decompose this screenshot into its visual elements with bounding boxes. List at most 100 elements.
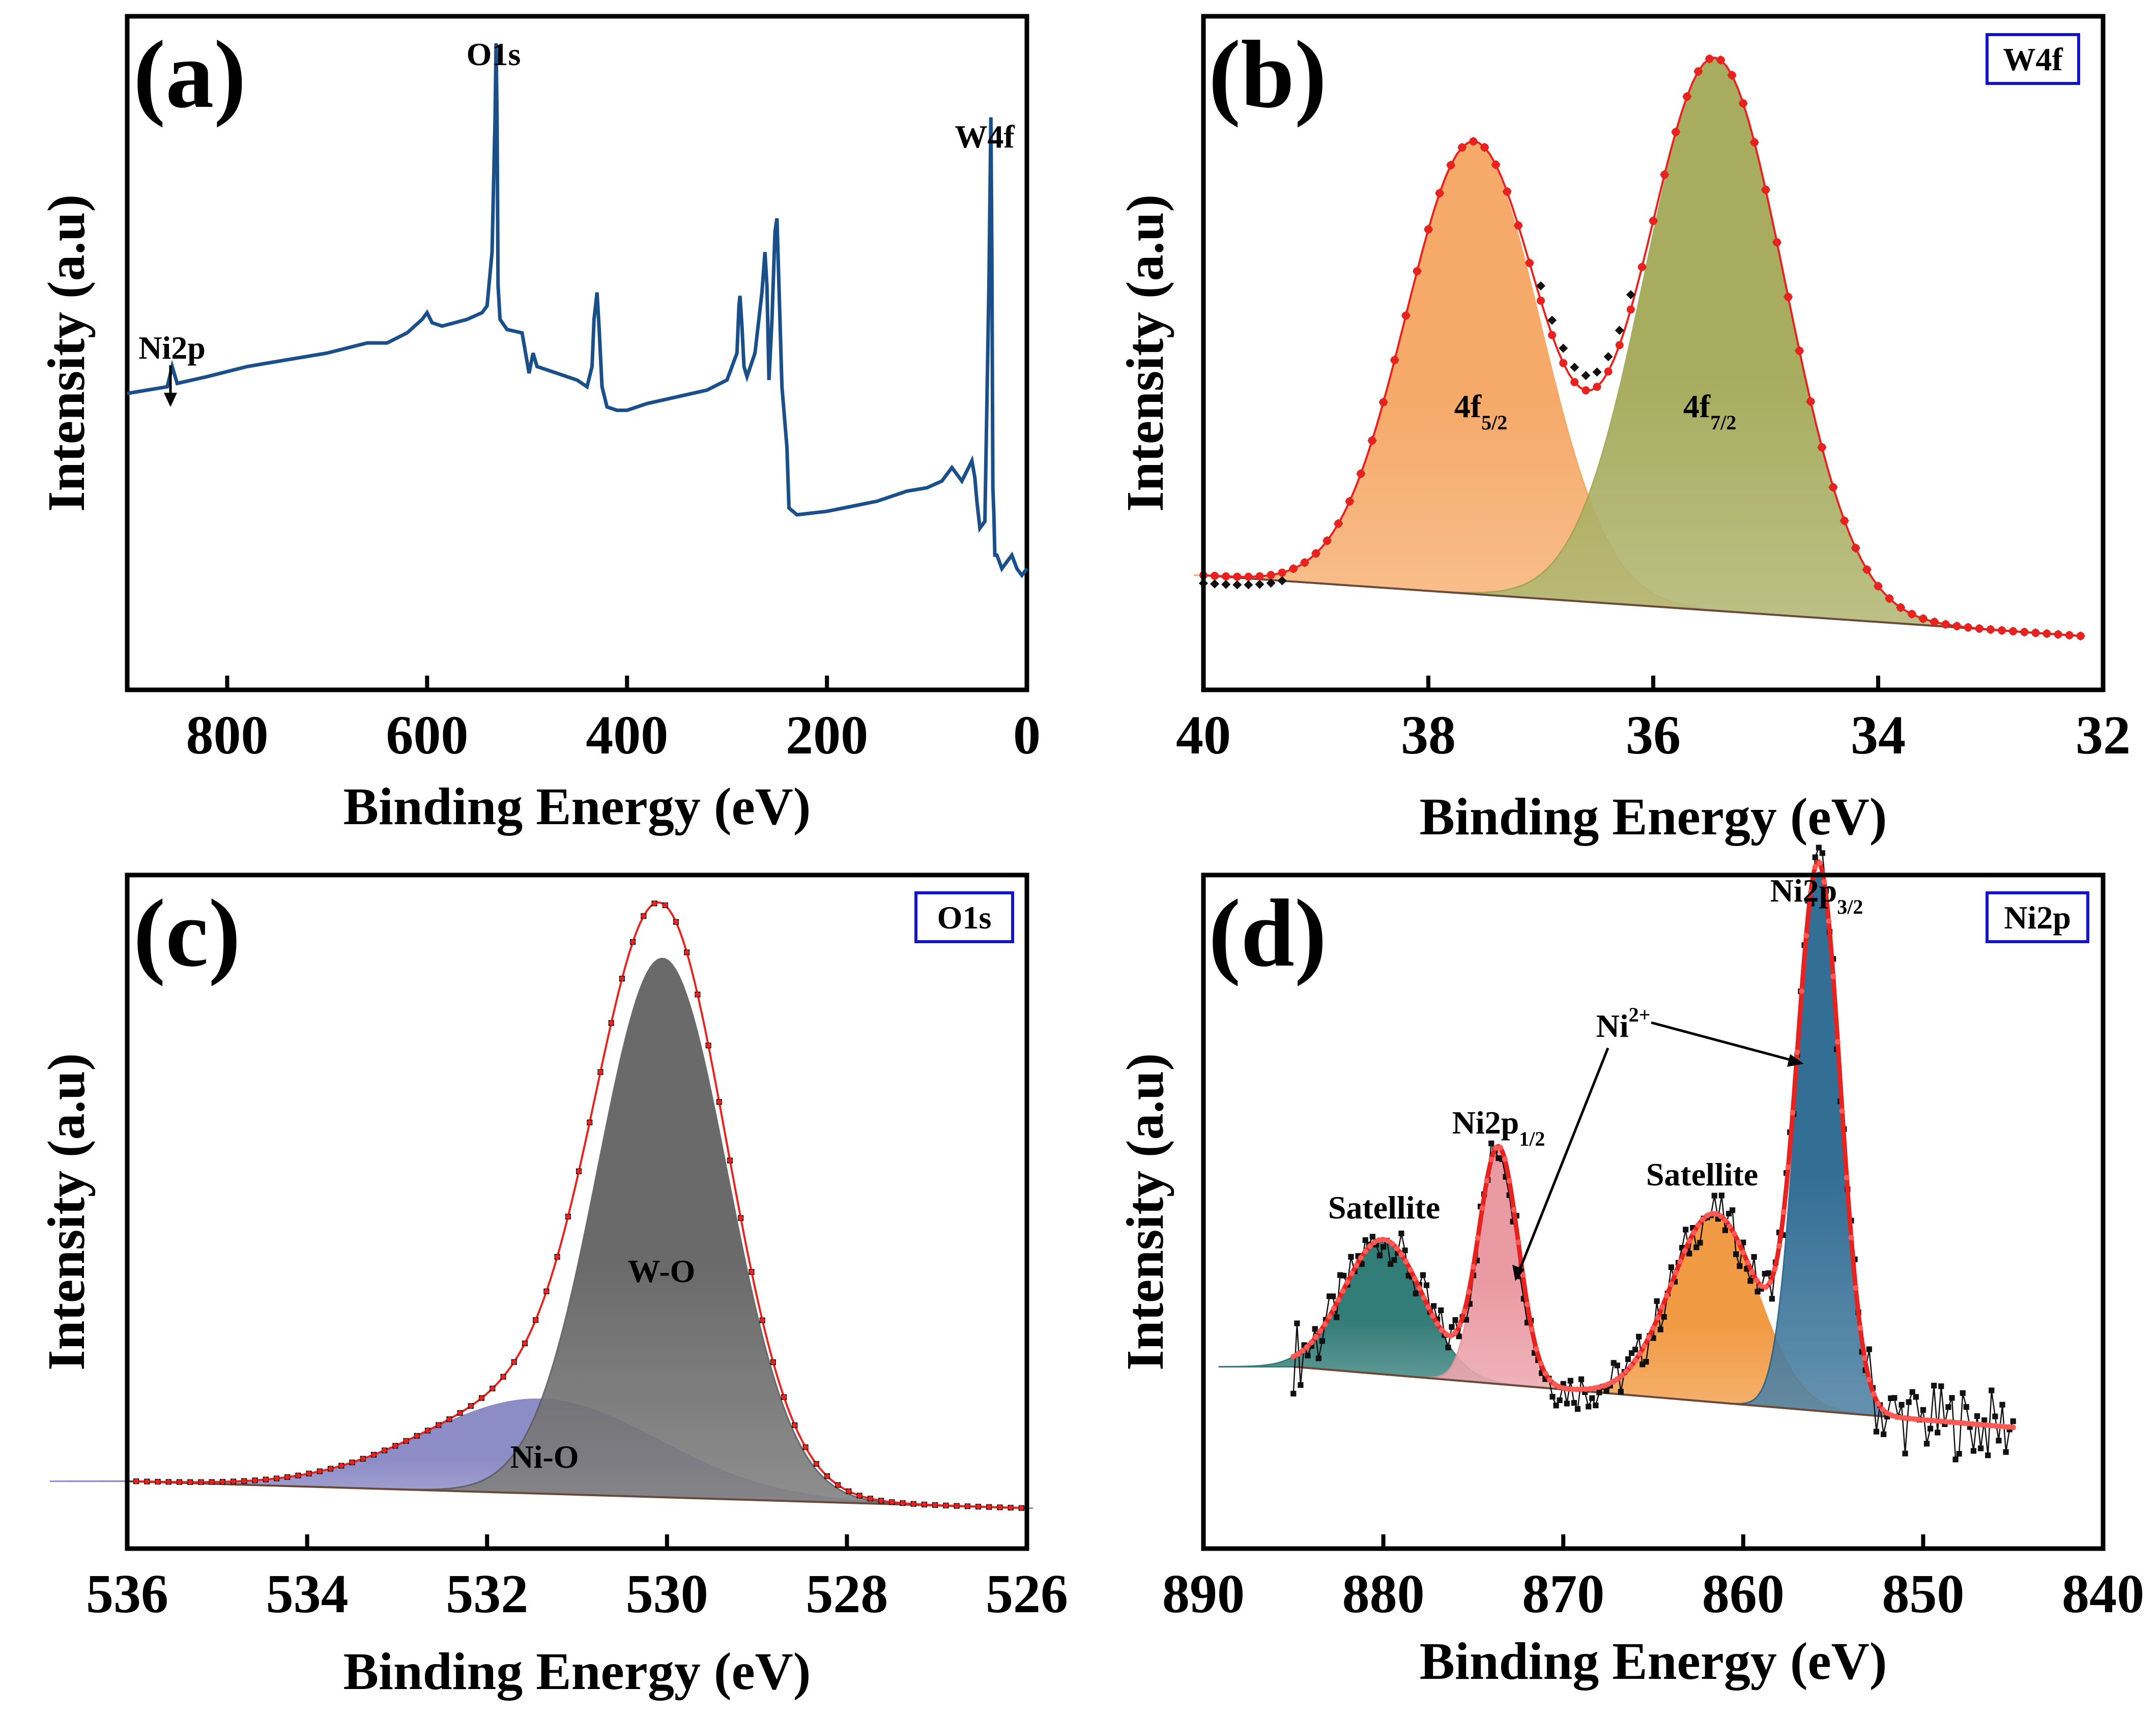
panel-b-exp-point — [1570, 362, 1579, 372]
panel-d-fit-point — [1902, 1415, 1908, 1421]
panel-b-fit-point — [1952, 622, 1961, 630]
panel-d-exp-point — [1376, 1253, 1383, 1259]
panel-b-fit-point — [1368, 436, 1376, 445]
panel-d-exp-point — [1657, 1326, 1663, 1332]
panel-d-fit-point — [1907, 1415, 1913, 1421]
panel-c-fit-point — [360, 1456, 366, 1462]
panel-c-fit-point — [522, 1341, 528, 1346]
panel-d-fit-point — [1313, 1334, 1319, 1340]
panel-b-fit-point — [1829, 483, 1837, 491]
panel-c-fit-point — [371, 1452, 377, 1458]
panel-d-exp-point — [1532, 1350, 1538, 1356]
panel-d-exp-point — [1405, 1272, 1412, 1279]
panel-d-exp-point — [1672, 1278, 1678, 1285]
panel-d-exp-point — [1668, 1264, 1674, 1270]
panel-d-fit-point — [1745, 1260, 1751, 1266]
panel-b-fit-point — [1300, 558, 1309, 567]
panel-d-fit-point — [1929, 1417, 1935, 1423]
panel-c-fit-point — [749, 1269, 754, 1275]
panel-d-fit-point — [1331, 1305, 1337, 1312]
panel-d-exp-point — [1654, 1298, 1660, 1304]
panel-d-exp-point — [1891, 1395, 1898, 1401]
panel-d-fit-point — [1740, 1249, 1746, 1256]
panel-c-tag: O1s — [937, 899, 992, 936]
panel-b-exp-point — [1603, 352, 1613, 362]
panel-d-fit-point — [1317, 1328, 1324, 1334]
panel-a-label: (a) — [133, 21, 246, 128]
panel-d-exp-point — [1589, 1395, 1595, 1401]
panel-d-ann-satellite-1: Satellite — [1328, 1189, 1440, 1226]
panel-d-exp-point — [1679, 1245, 1685, 1251]
panel-d-exp-point — [1445, 1345, 1451, 1351]
panel-b-fit-point — [2065, 631, 2074, 639]
panel-d-exp-point — [1463, 1317, 1469, 1323]
panel-c-xlabel: Binding Energy (eV) — [343, 1642, 811, 1701]
panel-d-component-fills — [1218, 871, 2014, 1429]
panel-d-fit-point — [1794, 1049, 1800, 1055]
panel-d-exp-point — [1467, 1301, 1473, 1307]
panel-b-fit-point — [1660, 170, 1669, 179]
panel-c-fit-point — [803, 1444, 809, 1450]
panel-a-xtick-label-4: 0 — [1013, 705, 1041, 766]
panel-d-exp-point — [1909, 1389, 1915, 1395]
panel-c-fit-point — [220, 1479, 225, 1485]
panel-d-fit-point — [1812, 864, 1818, 870]
panel-b-fit-point — [2031, 628, 2040, 637]
panel-b-xtick-label-2: 36 — [1626, 705, 1681, 766]
panel-c-fit-point — [144, 1479, 150, 1485]
panel-d-exp-point — [1305, 1352, 1311, 1359]
panel-d-fit-point — [1376, 1237, 1382, 1243]
panel-d-fit-point — [1988, 1422, 1994, 1429]
panel-d-fit-point — [1587, 1386, 1593, 1392]
panel-d-exp-point — [1391, 1257, 1397, 1263]
panel-d-tag: Ni2p — [2004, 899, 2071, 936]
panel-d-fit-point — [1290, 1354, 1297, 1360]
panel-d-fit-point — [1951, 1419, 1958, 1425]
panel-d-ylabel: Intensity (a.u) — [1116, 1053, 1174, 1371]
panel-d-fit-point — [1367, 1243, 1373, 1249]
panel-d-exp-point — [1294, 1320, 1300, 1326]
panel-a-ylabel: Intensity (a.u) — [37, 194, 96, 512]
panel-d-fit-point — [1430, 1313, 1436, 1319]
panel-d-exp-point — [1683, 1227, 1689, 1233]
panel-c-fit-point — [436, 1422, 441, 1428]
panel-d-fit-point — [1524, 1301, 1530, 1307]
panel-b-fit-point — [1469, 137, 1478, 145]
panel-b-fit-point — [1626, 305, 1635, 314]
panel-d-exp-point — [1873, 1429, 1880, 1435]
panel-b-xtick-label-0: 40 — [1176, 705, 1231, 766]
panel-d-fit-point — [1866, 1377, 1872, 1383]
panel-b-fit-point — [1211, 571, 1219, 580]
panel-c-fit-point — [868, 1496, 873, 1501]
panel-d-fit-point — [1434, 1321, 1441, 1327]
panel-d-exp-point — [1881, 1431, 1887, 1437]
panel-d-fit-point — [1668, 1281, 1674, 1287]
panel-d-fit-point — [1304, 1344, 1310, 1350]
panel-c-fit-point — [565, 1214, 571, 1219]
panel-d-fit-point — [1938, 1418, 1944, 1424]
panel-d-fit-point — [1978, 1421, 1985, 1428]
panel-c-fit-point — [889, 1499, 895, 1505]
panel-d-fit-point — [1682, 1248, 1688, 1254]
panel-d-exp-point — [1628, 1350, 1635, 1356]
panel-d-fit-point — [1497, 1145, 1503, 1151]
panel-b-exp-point — [1266, 578, 1276, 588]
panel-d-exp-point — [1812, 854, 1818, 860]
panel-c-fit-point — [846, 1489, 851, 1494]
panel-c-xtick-label-2: 532 — [446, 1564, 528, 1624]
panel-b-fit-point — [1514, 221, 1522, 230]
panel-d-fit-point — [1295, 1351, 1301, 1357]
panel-d-exp-point — [1315, 1355, 1321, 1361]
panel-b-x-ticks: 40 38 36 34 32 — [1176, 676, 2131, 766]
panel-b-fit-point — [1525, 258, 1534, 267]
panel-d-fit-point — [1992, 1423, 1998, 1429]
panel-d-fit-point — [1884, 1410, 1890, 1416]
panel-d-exp-point — [1614, 1362, 1620, 1369]
panel-d-markers — [1290, 859, 2016, 1431]
panel-d-fit-point — [1646, 1334, 1652, 1341]
panel-d-fit-point — [1970, 1421, 1976, 1427]
panel-c-fit-point — [932, 1502, 938, 1508]
panel-b-fit-point — [1570, 378, 1579, 387]
panel-d-fit-point — [1753, 1277, 1760, 1284]
panel-d-fit-point — [1533, 1346, 1539, 1352]
